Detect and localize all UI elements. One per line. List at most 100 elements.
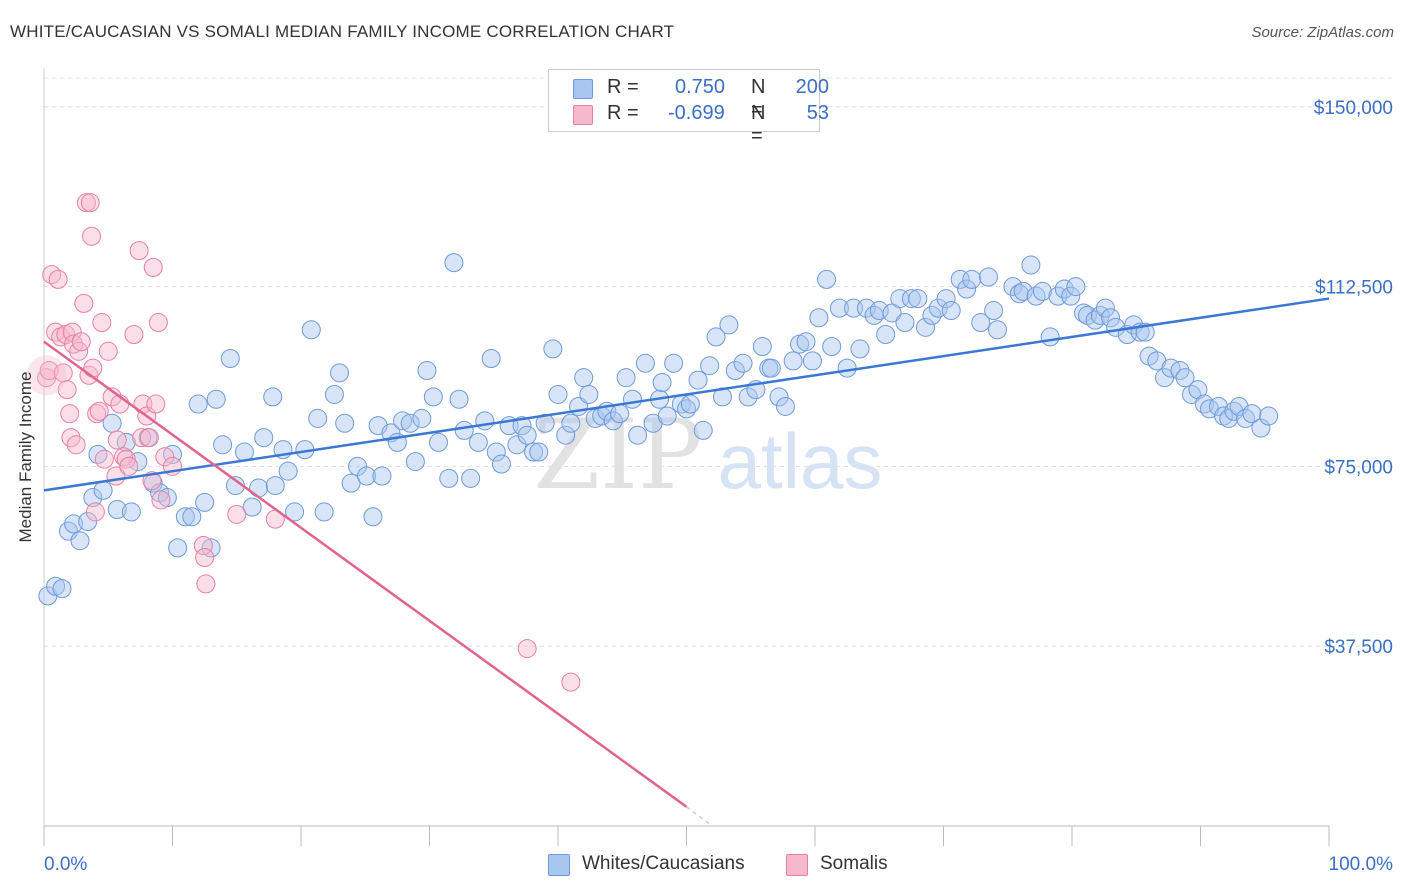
somali-point bbox=[142, 471, 162, 491]
white-point bbox=[652, 372, 672, 392]
somali-point bbox=[196, 574, 216, 594]
somali-point bbox=[74, 293, 94, 313]
somali-point bbox=[143, 257, 163, 277]
legend-swatch-somalis bbox=[573, 105, 593, 125]
white-point bbox=[561, 413, 581, 433]
white-point bbox=[512, 416, 532, 436]
white-point bbox=[1032, 281, 1052, 301]
somali-point bbox=[48, 269, 68, 289]
white-point bbox=[524, 442, 544, 462]
legend-n-label: N = bbox=[751, 102, 766, 147]
white-point bbox=[693, 420, 713, 440]
white-point bbox=[908, 289, 928, 309]
white-point bbox=[850, 339, 870, 359]
white-point bbox=[1013, 281, 1033, 301]
white-point bbox=[517, 425, 537, 445]
y-tick-label: $37,500 bbox=[1324, 637, 1393, 658]
white-point bbox=[400, 413, 420, 433]
stats-legend: R = 0.750 N = 200 R = -0.699 N = 53 bbox=[548, 69, 829, 147]
white-point bbox=[335, 413, 355, 433]
white-point bbox=[738, 387, 758, 407]
white-point bbox=[128, 452, 148, 472]
white-point bbox=[987, 320, 1007, 340]
somali-point bbox=[87, 404, 107, 424]
bottom-legend-swatch-somalis bbox=[786, 854, 808, 876]
white-point bbox=[535, 413, 555, 433]
legend-n-value: 200 bbox=[795, 76, 829, 98]
white-point bbox=[491, 454, 511, 474]
white-point bbox=[308, 408, 328, 428]
somali-point bbox=[107, 430, 127, 450]
white-point bbox=[706, 327, 726, 347]
white-point bbox=[168, 538, 188, 558]
white-point bbox=[249, 478, 269, 498]
white-point bbox=[182, 507, 202, 527]
white-point bbox=[901, 289, 921, 309]
white-point bbox=[1188, 380, 1208, 400]
white-point bbox=[220, 349, 240, 368]
white-point bbox=[372, 466, 392, 486]
somali-point bbox=[124, 325, 144, 345]
somali-point bbox=[561, 672, 581, 692]
white-point bbox=[507, 435, 527, 455]
white-point bbox=[363, 507, 383, 527]
white-point bbox=[916, 317, 936, 337]
somali-point bbox=[517, 639, 537, 659]
white-point bbox=[543, 339, 563, 359]
white-point bbox=[1242, 404, 1262, 424]
white-point bbox=[93, 480, 113, 500]
white-point bbox=[70, 531, 90, 551]
white-point bbox=[357, 466, 377, 486]
white-point bbox=[876, 325, 896, 345]
whites-points bbox=[38, 253, 1279, 606]
white-point bbox=[616, 368, 636, 388]
somali-point bbox=[227, 504, 247, 524]
white-point bbox=[837, 358, 857, 378]
white-point bbox=[775, 396, 795, 416]
somali-point bbox=[57, 380, 77, 400]
legend-swatch-whites bbox=[573, 79, 593, 99]
white-point bbox=[121, 502, 141, 522]
legend-n-value: 53 bbox=[806, 102, 829, 124]
somali-point bbox=[66, 435, 86, 455]
white-point bbox=[700, 356, 720, 376]
somali-point bbox=[89, 401, 109, 421]
somali-point bbox=[139, 428, 159, 448]
whites-trendline bbox=[43, 297, 1330, 492]
white-point bbox=[922, 305, 942, 325]
white-point bbox=[529, 442, 549, 462]
y-axis-label: Median Family Income bbox=[16, 371, 35, 542]
white-point bbox=[548, 384, 568, 404]
white-point bbox=[941, 301, 961, 321]
somalis-trendline bbox=[43, 340, 688, 808]
white-point bbox=[895, 313, 915, 333]
somali-point bbox=[80, 193, 100, 213]
white-point bbox=[635, 353, 655, 373]
white-point bbox=[809, 308, 829, 328]
somali-point bbox=[71, 332, 91, 352]
white-point bbox=[574, 368, 594, 388]
white-point bbox=[242, 497, 262, 517]
somali-point bbox=[92, 313, 112, 333]
white-point bbox=[719, 315, 739, 335]
white-point bbox=[83, 488, 103, 508]
white-point bbox=[393, 411, 413, 431]
y-tick-label: $75,000 bbox=[1324, 457, 1393, 478]
white-point bbox=[341, 473, 361, 493]
somali-point bbox=[151, 490, 171, 510]
legend-r-label: R = bbox=[607, 102, 639, 124]
somali-point bbox=[132, 428, 152, 448]
somali-point bbox=[114, 447, 134, 467]
legend-r-label: R = bbox=[607, 76, 639, 98]
white-point bbox=[439, 468, 459, 488]
white-point bbox=[107, 500, 127, 520]
white-point bbox=[984, 301, 1004, 321]
white-point bbox=[1251, 418, 1271, 438]
white-point bbox=[481, 349, 501, 368]
somalis-trendline-extension bbox=[686, 806, 713, 827]
white-point bbox=[195, 492, 215, 512]
white-point bbox=[52, 579, 72, 599]
grid-lines bbox=[44, 77, 1396, 647]
white-point bbox=[278, 461, 298, 481]
